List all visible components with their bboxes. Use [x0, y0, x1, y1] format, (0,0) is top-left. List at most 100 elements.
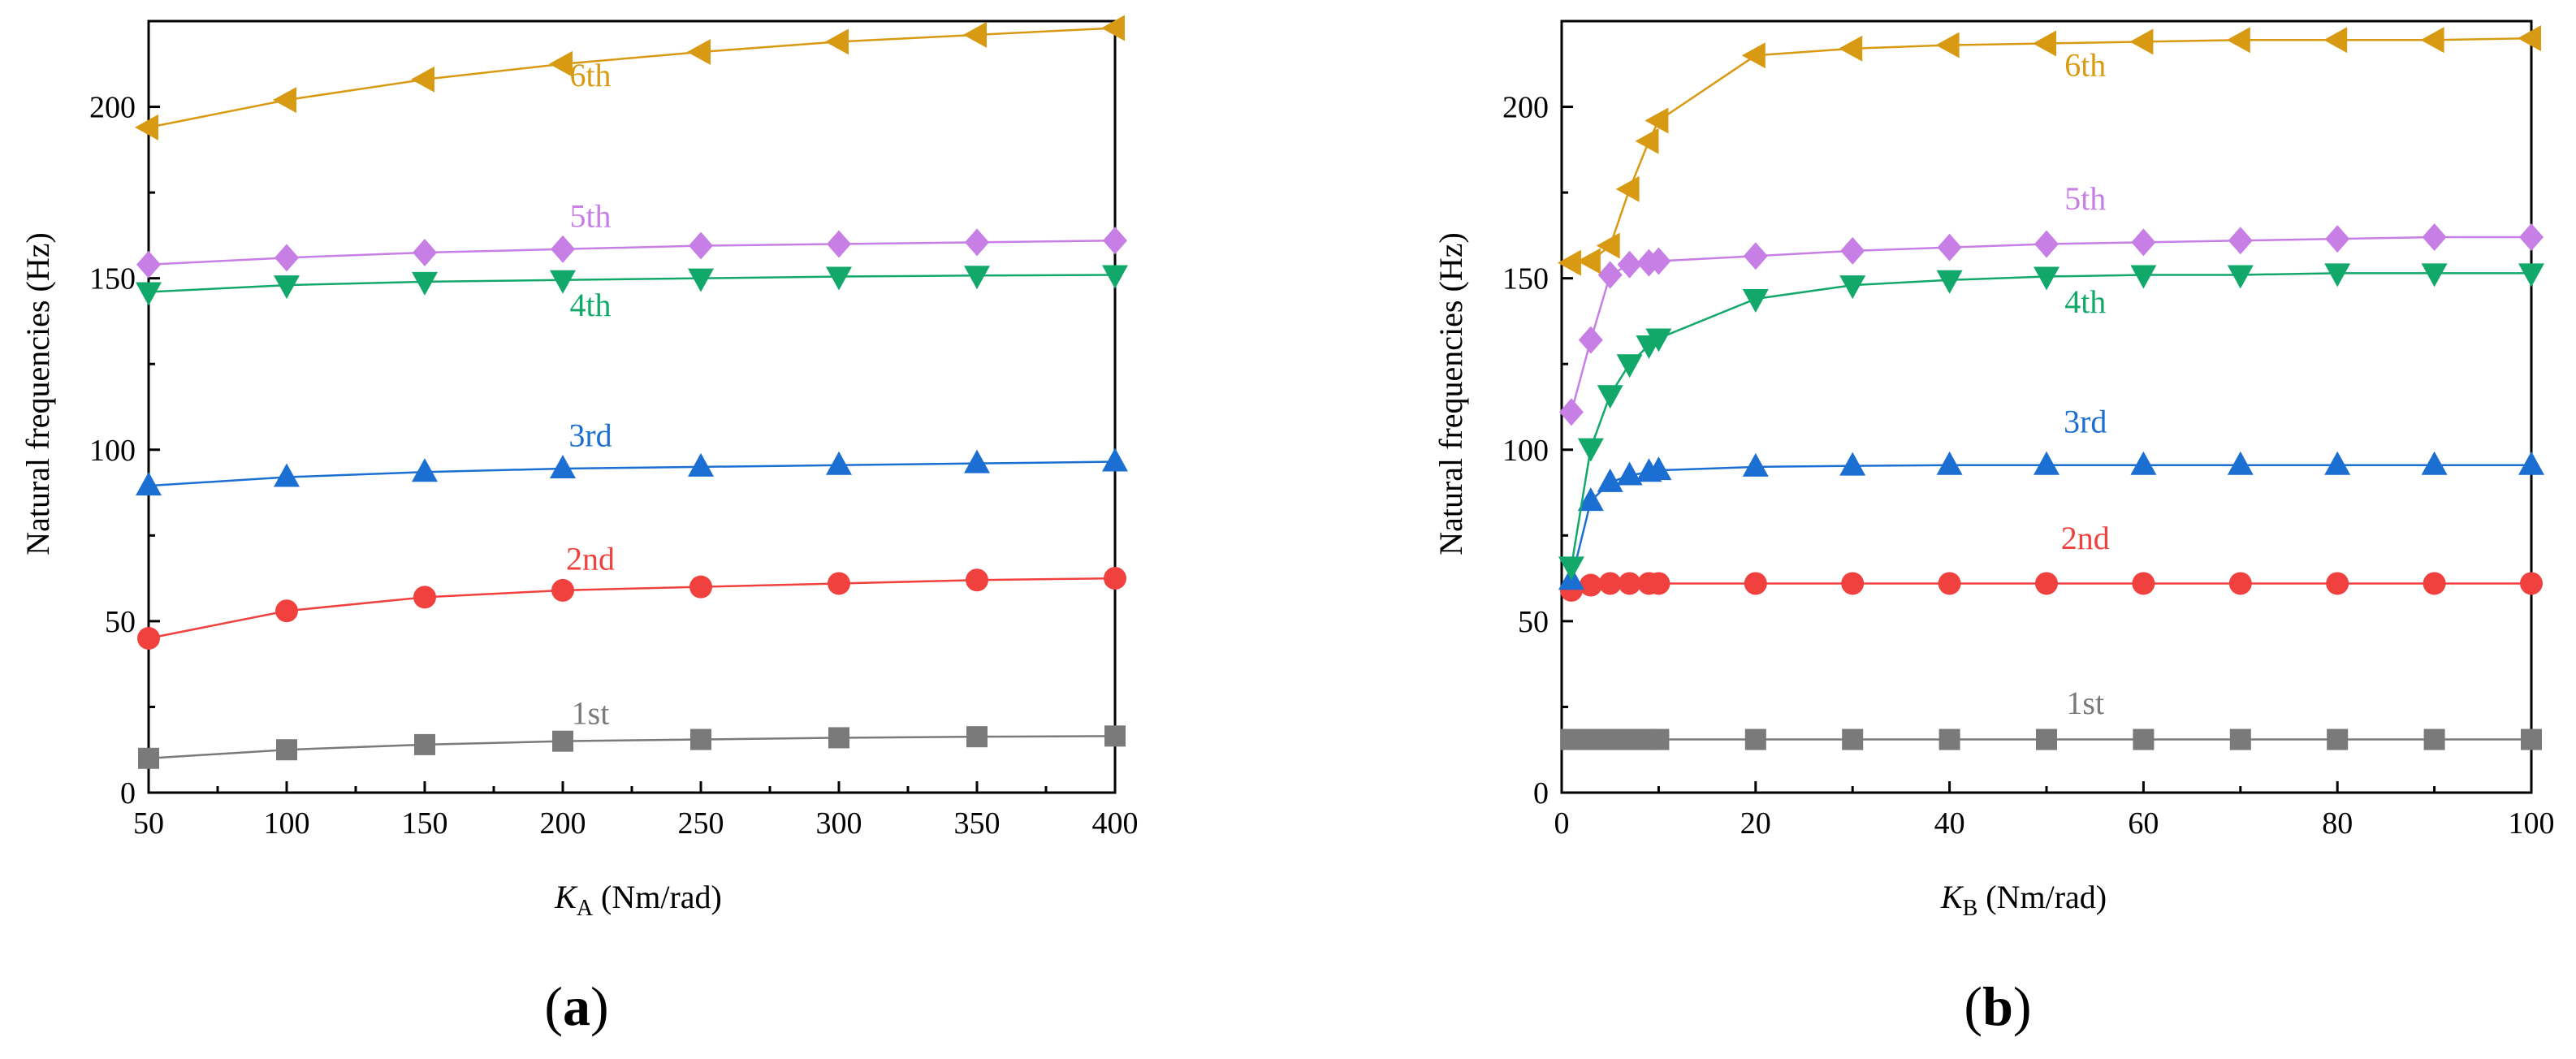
panel-b-point-1st — [2521, 728, 2542, 750]
panel-b-point-6th — [1741, 42, 1766, 69]
panel-b-point-6th — [2129, 28, 2154, 55]
panel-a-ylabel: Natural frequencies (Hz) — [19, 232, 56, 555]
panel-b-point-3rd — [1742, 452, 1769, 477]
panel-b-series-line-6th — [1571, 37, 2532, 264]
panel-b-point-2nd — [1647, 572, 1671, 595]
panel-a-x-tick-label: 300 — [816, 806, 862, 841]
panel-b-series-line-5th — [1570, 236, 2531, 413]
panel-b-point-1st — [1744, 728, 1766, 750]
panel-b-point-4th — [1839, 275, 1866, 300]
panel-b-point-1st — [2036, 728, 2057, 750]
panel-a-point-1st — [1104, 725, 1126, 747]
panel-a-point-1st — [138, 747, 159, 769]
panel-b-series-line-4th — [1570, 272, 2531, 567]
panel-b-point-5th — [1617, 250, 1642, 279]
panel-b-point-1st — [2423, 728, 2445, 750]
panel-b-point-4th — [1936, 270, 1963, 294]
panel-a-point-4th — [550, 270, 576, 294]
panel-b-point-4th — [2227, 265, 2254, 289]
panel-a-point-1st — [552, 730, 573, 752]
panel-a-point-6th — [687, 39, 711, 65]
panel-b-y-tick-label: 200 — [1502, 91, 1549, 125]
panel-b-point-5th — [2422, 223, 2447, 251]
panel-b-point-3rd — [2324, 451, 2351, 475]
panel-b-series-label-3rd: 3rd — [2064, 404, 2107, 440]
panel-b-point-2nd — [2228, 572, 2252, 595]
panel-b-point-6th — [1645, 107, 1669, 134]
panel-b-point-1st — [1560, 728, 1582, 750]
panel-a-point-5th — [413, 239, 437, 266]
panel-b-point-4th — [1577, 438, 1604, 462]
panel-a-point-2nd — [966, 568, 988, 592]
panel-b-y-tick-label: 50 — [1518, 605, 1549, 639]
panel-a-point-4th — [412, 271, 438, 296]
panel-b-point-2nd — [2035, 572, 2058, 595]
panel-b-point-6th — [2420, 27, 2444, 54]
panel-a-point-3rd — [550, 455, 576, 478]
panel-b-x-tick-label: 40 — [1934, 806, 1965, 841]
panel-b-point-2nd — [1841, 572, 1865, 595]
panel-a-point-4th — [964, 266, 990, 290]
panel-a: Natural frequencies (Hz) KA (Nm/rad) (a)… — [19, 15, 1139, 1037]
panel-b-point-6th — [1557, 249, 1581, 276]
panel-b-point-6th — [2226, 27, 2250, 54]
panel-a-series-label-2nd: 2nd — [566, 541, 615, 577]
panel-b-xlabel: KB (Nm/rad) — [1940, 879, 2107, 921]
panel-a-point-3rd — [688, 452, 714, 477]
panel-b-point-5th — [2325, 225, 2350, 253]
panel-b-series-1st: 1st — [1560, 685, 2542, 750]
panel-a-point-2nd — [551, 578, 574, 602]
panel-b-point-5th — [2519, 223, 2544, 251]
panel-a-point-1st — [414, 733, 435, 755]
panel-b-point-1st — [1842, 728, 1864, 750]
panel-b-point-5th — [2131, 228, 2156, 257]
panel-b-series-label-2nd: 2nd — [2061, 520, 2110, 556]
panel-b-point-5th — [1840, 236, 1865, 265]
panel-a-point-4th — [136, 282, 162, 306]
panel-b-point-2nd — [1618, 572, 1641, 595]
panel-b-point-6th — [1935, 32, 1960, 58]
panel-b-series-6th: 6th — [1557, 25, 2541, 276]
panel-a-point-5th — [551, 235, 575, 263]
panel-a-xlabel: KA (Nm/rad) — [554, 879, 722, 921]
panel-a-point-6th — [135, 114, 158, 140]
panel-b-point-4th — [1645, 328, 1672, 352]
panel-b-x-tick-label: 60 — [2128, 806, 2159, 841]
panel-b-series-5th: 5th — [1558, 180, 2544, 426]
panel-a-point-2nd — [137, 627, 160, 650]
panel-b-point-2nd — [1938, 572, 1961, 595]
panel-a-series-label-5th: 5th — [569, 197, 611, 234]
panel-b-point-3rd — [2518, 451, 2544, 475]
panel-b-point-3rd — [2227, 451, 2254, 475]
panel-a-point-4th — [688, 268, 714, 292]
panel-b-point-3rd — [1936, 451, 1963, 475]
panel-b-series-2nd: 2nd — [1559, 520, 2543, 602]
panel-b-point-3rd — [1577, 487, 1604, 512]
panel-b-x-tick-label: 100 — [2509, 806, 2555, 841]
panel-a-series-1st: 1st — [138, 695, 1126, 769]
panel-b-point-5th — [2228, 227, 2253, 255]
panel-a-series-label-3rd: 3rd — [568, 417, 612, 454]
panel-b-point-4th — [2130, 265, 2157, 289]
panel-a-point-3rd — [412, 458, 438, 482]
panel-a-point-5th — [965, 228, 989, 257]
panel-b-y-tick-label: 150 — [1502, 262, 1549, 296]
panel-a-point-3rd — [274, 463, 300, 487]
panel-a-label: (a) — [544, 975, 608, 1037]
panel-b-point-1st — [1619, 728, 1640, 750]
panel-a-series-5th: 5th — [136, 197, 1127, 279]
panel-b-point-3rd — [2034, 451, 2060, 475]
panel-b-series-line-3rd — [1570, 464, 2531, 581]
panel-a-series-label-1st: 1st — [572, 695, 610, 732]
panel-a-series-line-5th — [148, 239, 1116, 266]
panel-b-point-3rd — [1839, 452, 1866, 476]
panel-a-point-6th — [411, 66, 434, 93]
panel-b-x-tick-label: 0 — [1554, 806, 1570, 841]
panel-b-plot-frame — [1560, 19, 2533, 794]
panel-b-point-3rd — [1597, 468, 1623, 492]
panel-a-y-tick-label: 150 — [89, 262, 136, 296]
panel-a-point-5th — [136, 250, 161, 279]
panel-a-point-5th — [1103, 227, 1127, 255]
panel-b-point-2nd — [2132, 572, 2155, 595]
